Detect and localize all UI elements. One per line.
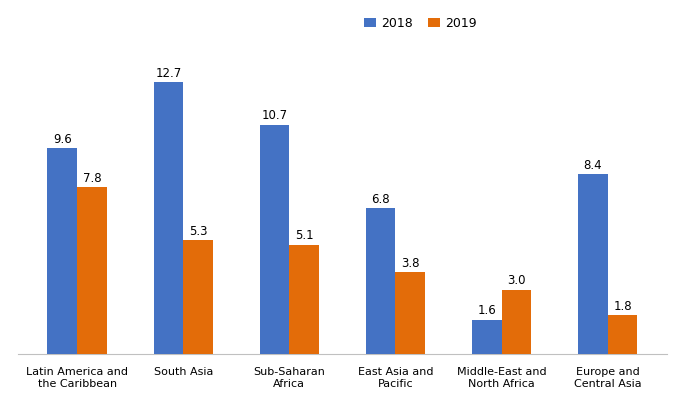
Text: 5.1: 5.1 (295, 229, 314, 243)
Bar (183, 240, 213, 354)
Text: 8.4: 8.4 (584, 159, 602, 172)
Bar (77, 187, 107, 354)
Text: 1.8: 1.8 (613, 300, 632, 313)
Legend: 2018, 2019: 2018, 2019 (359, 12, 482, 35)
Bar (289, 245, 319, 354)
Text: 12.7: 12.7 (155, 67, 181, 79)
Text: 3.0: 3.0 (507, 274, 526, 288)
Bar (578, 174, 608, 354)
Bar (501, 290, 531, 354)
Bar (153, 82, 183, 354)
Text: 3.8: 3.8 (401, 257, 419, 270)
Text: 9.6: 9.6 (53, 133, 72, 146)
Bar (608, 315, 638, 354)
Bar (48, 148, 77, 354)
Text: 6.8: 6.8 (371, 193, 390, 206)
Bar (396, 272, 425, 354)
Bar (260, 125, 289, 354)
Text: 10.7: 10.7 (261, 109, 288, 122)
Text: 1.6: 1.6 (477, 304, 496, 318)
Bar (472, 320, 501, 354)
Bar (366, 208, 396, 354)
Text: 7.8: 7.8 (83, 172, 102, 184)
Text: 5.3: 5.3 (189, 225, 207, 238)
